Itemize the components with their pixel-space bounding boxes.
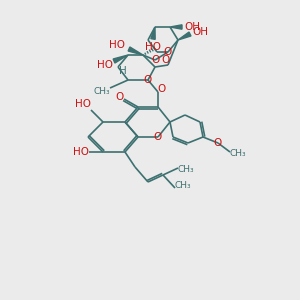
Text: HO: HO bbox=[75, 99, 91, 109]
Text: O: O bbox=[115, 92, 123, 102]
Polygon shape bbox=[128, 47, 143, 55]
Text: CH₃: CH₃ bbox=[175, 181, 191, 190]
Text: HO: HO bbox=[97, 60, 113, 70]
Text: O: O bbox=[214, 138, 222, 148]
Polygon shape bbox=[170, 25, 182, 29]
Text: O: O bbox=[161, 55, 169, 65]
Text: CH₃: CH₃ bbox=[230, 149, 246, 158]
Text: CH₃: CH₃ bbox=[94, 88, 110, 97]
Text: CH₃: CH₃ bbox=[178, 166, 194, 175]
Text: OH: OH bbox=[192, 27, 208, 37]
Text: O: O bbox=[151, 55, 159, 65]
Polygon shape bbox=[113, 55, 128, 63]
Text: HO: HO bbox=[109, 40, 125, 50]
Text: HO: HO bbox=[73, 147, 89, 157]
Text: H: H bbox=[119, 66, 127, 76]
Text: HO: HO bbox=[145, 42, 161, 52]
Text: OH: OH bbox=[184, 22, 200, 32]
Text: O: O bbox=[144, 75, 152, 85]
Text: O: O bbox=[164, 47, 172, 57]
Polygon shape bbox=[151, 27, 155, 39]
Polygon shape bbox=[178, 32, 191, 40]
Text: O: O bbox=[157, 84, 165, 94]
Text: O: O bbox=[154, 132, 162, 142]
